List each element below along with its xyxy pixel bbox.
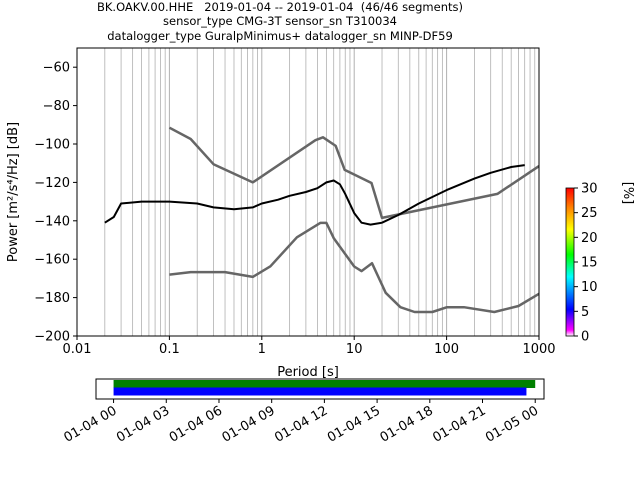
colorbar-tick-label: 0 bbox=[581, 330, 589, 345]
y-tick-label: −160 bbox=[34, 253, 70, 268]
coverage-tick-label: 01-04 00 bbox=[61, 403, 119, 445]
mode-line bbox=[104, 164, 525, 226]
x-tick-label: 1000 bbox=[522, 342, 555, 357]
y-tick-label: −60 bbox=[43, 61, 70, 76]
x-tick-label: 0.1 bbox=[159, 342, 180, 357]
colorbar-ticks: 0 5 10 15 20 25 30 bbox=[574, 182, 598, 345]
coverage-tick-label: 01-04 21 bbox=[430, 403, 488, 445]
coverage-tick-label: 01-04 03 bbox=[114, 403, 172, 445]
coverage-bar bbox=[113, 387, 527, 396]
coverage-tick-label: 01-04 18 bbox=[378, 403, 436, 445]
colorbar-tick-label: 30 bbox=[581, 182, 598, 197]
colorbar bbox=[565, 187, 575, 337]
y-tick-label: −200 bbox=[34, 330, 70, 345]
title-line-2: sensor_type CMG-3T sensor_sn T310034 bbox=[163, 14, 397, 28]
colorbar-tick-label: 20 bbox=[581, 231, 598, 246]
x-tick-label: 100 bbox=[434, 342, 459, 357]
coverage-tick-label: 01-04 15 bbox=[325, 403, 383, 445]
low-noise-model-line bbox=[169, 221, 539, 314]
x-tick-label: 0.01 bbox=[63, 342, 92, 357]
y-tick-label: −120 bbox=[34, 176, 70, 191]
noise-model-lines bbox=[104, 126, 539, 314]
coverage-tick-label: 01-04 12 bbox=[272, 403, 330, 445]
coverage-tick-label: 01-04 09 bbox=[220, 403, 278, 445]
title-line-3: datalogger_type GuralpMinimus+ datalogge… bbox=[107, 29, 453, 43]
coverage-bars bbox=[113, 380, 536, 396]
coverage-tick-label: 01-05 00 bbox=[483, 403, 541, 445]
main-axes: 0.01 0.1 1 10 100 1000 −200 −180 −160 −140 −120 −10… bbox=[34, 61, 555, 357]
coverage-bar bbox=[113, 380, 536, 388]
title-line-1: BK.OAKV.00.HHE 2019-01-04 -- 2019-01-04 … bbox=[97, 0, 463, 14]
y-axis-label: Power [m²/s⁴/Hz] [dB] bbox=[6, 122, 21, 262]
x-tick-label: 1 bbox=[258, 342, 266, 357]
colorbar-label: [%] bbox=[620, 182, 635, 205]
coverage-tick-label: 01-04 06 bbox=[167, 403, 225, 445]
colorbar-tick-label: 25 bbox=[581, 206, 598, 221]
colorbar-tick-label: 15 bbox=[581, 256, 598, 271]
y-tick-label: −100 bbox=[34, 138, 70, 153]
y-tick-label: −180 bbox=[34, 291, 70, 306]
x-axis-label: Period [s] bbox=[277, 365, 339, 380]
colorbar-tick-label: 5 bbox=[581, 305, 589, 320]
y-tick-label: −140 bbox=[34, 214, 70, 229]
colorbar-tick-label: 10 bbox=[581, 280, 598, 295]
y-tick-label: −80 bbox=[43, 99, 70, 114]
plot-frame bbox=[76, 47, 540, 337]
x-tick-label: 10 bbox=[346, 342, 363, 357]
